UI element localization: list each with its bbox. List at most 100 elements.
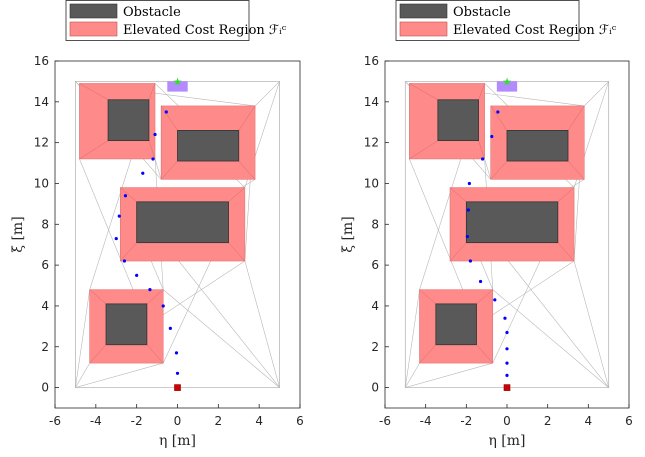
goal-region: [167, 81, 188, 92]
x-tick-label: -2: [131, 414, 143, 428]
path-point: [467, 181, 471, 186]
region-edge: [160, 105, 178, 131]
y-tick-label: 14: [364, 95, 379, 109]
x-axis-label: η [m]: [159, 433, 196, 449]
obstacle: [506, 129, 569, 162]
mesh-line: [75, 362, 90, 388]
region-edge: [146, 344, 164, 364]
chart-panel-2: ★ -6 -4 -2 0 2 4 6 0 2 4 6 8 10 12 14 16 η [m] ξ [m] Obstac…: [340, 0, 633, 449]
path-point: [496, 110, 500, 114]
y-axis-label: ξ [m]: [10, 216, 26, 252]
x-tick-label: -2: [460, 414, 472, 428]
region-edge: [409, 83, 438, 100]
mesh-line: [254, 81, 280, 107]
path-point: [468, 259, 472, 263]
x-tick-label: 6: [296, 414, 304, 428]
region-edge: [478, 140, 485, 160]
path-point: [164, 110, 168, 114]
obstacle: [465, 201, 559, 244]
start-marker: [174, 384, 181, 391]
path-point: [465, 234, 469, 239]
y-tick-label: 16: [34, 54, 49, 68]
region-edge: [419, 344, 437, 364]
path-point: [505, 347, 509, 351]
region-edge: [409, 140, 439, 160]
legend-swatch-region: [69, 21, 118, 37]
region-edge: [490, 105, 508, 131]
x-tick-label: 2: [544, 414, 552, 428]
y-axis-label: ξ [m]: [340, 216, 356, 252]
y-tick-label: 4: [41, 299, 49, 313]
region-edge: [228, 187, 246, 203]
mesh-line: [492, 289, 609, 388]
x-axis-label: η [m]: [488, 433, 525, 449]
y-tick-label: 2: [371, 340, 379, 354]
goal-marker: ★: [173, 75, 183, 88]
region-edge: [120, 187, 137, 203]
goal-marker: ★: [502, 75, 512, 88]
region-edge: [238, 105, 256, 131]
region-edge: [567, 105, 585, 131]
obstacle: [437, 99, 479, 142]
legend-label-obstacle: Obstacle: [123, 5, 181, 20]
region-edge: [89, 289, 107, 305]
path-point: [123, 194, 128, 198]
mesh-line: [484, 158, 492, 180]
region-edge: [567, 160, 585, 180]
region-edge: [148, 83, 156, 100]
workspace-boundary: [404, 81, 610, 388]
y-tick-label: 10: [364, 176, 379, 190]
path-point: [503, 316, 507, 320]
goal-region: [496, 81, 518, 92]
y-tick-label: 8: [41, 217, 49, 231]
x-tick-label: -4: [90, 414, 102, 428]
path-point: [505, 373, 509, 377]
legend: Obstacle Elevated Cost Region ℱᵢᶜ: [65, 0, 287, 41]
legend-label-region: Elevated Cost Region ℱᵢᶜ: [123, 23, 287, 38]
region-edge: [449, 242, 467, 262]
region-edge: [146, 289, 164, 305]
legend-swatch-obstacle: [69, 3, 118, 19]
region-edge: [120, 242, 137, 262]
legend-label-region: Elevated Cost Region ℱᵢᶜ: [453, 23, 617, 38]
path-point: [114, 236, 118, 241]
y-tick-label: 0: [371, 381, 379, 395]
x-tick-label: 4: [255, 414, 263, 428]
path-point: [493, 298, 497, 302]
x-tick-label: 0: [174, 414, 182, 428]
region-edge: [238, 160, 256, 180]
y-tick-label: 8: [371, 217, 379, 231]
path-point: [148, 288, 152, 292]
y-tick-label: 12: [34, 136, 49, 150]
legend-swatch-region: [399, 21, 448, 37]
elevated-cost-region: [89, 289, 164, 364]
path-point: [174, 351, 179, 355]
y-tick-label: 10: [34, 176, 49, 190]
x-tick-label: -6: [49, 414, 61, 428]
region-edge: [476, 344, 493, 364]
path-point: [117, 214, 121, 218]
start-marker: [503, 384, 511, 391]
path-point: [141, 171, 145, 175]
region-edge: [160, 160, 178, 180]
path-point: [490, 134, 494, 139]
path-point: [151, 157, 155, 161]
region-edge: [419, 289, 436, 305]
obstacle: [136, 201, 229, 244]
legend: Obstacle Elevated Cost Region ℱᵢᶜ: [395, 0, 617, 41]
path-point: [161, 304, 165, 308]
region-edge: [79, 140, 109, 160]
legend-swatch-obstacle: [399, 3, 448, 19]
path-point: [478, 279, 483, 284]
path-point: [153, 132, 157, 137]
y-tick-label: 0: [41, 381, 49, 395]
region-edge: [490, 160, 508, 180]
obstacle: [107, 99, 150, 142]
path-point: [466, 208, 470, 212]
y-tick-label: 2: [41, 340, 49, 354]
x-tick-label: 4: [585, 414, 593, 428]
mesh-line: [75, 289, 91, 388]
obstacle: [177, 129, 240, 162]
y-tick-label: 16: [364, 54, 379, 68]
